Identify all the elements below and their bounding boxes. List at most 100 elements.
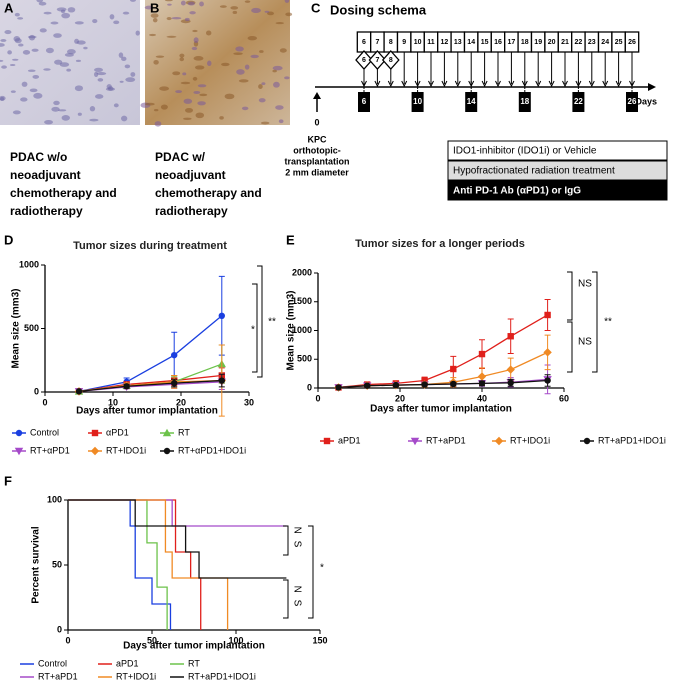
cell [43, 68, 51, 71]
marker [14, 447, 24, 456]
significance-label: ** [604, 317, 612, 328]
legend-label: RT+aPD1 [426, 435, 466, 445]
cell [152, 18, 158, 23]
cell [258, 98, 266, 103]
cell [89, 118, 99, 122]
cell [31, 48, 39, 52]
cell [221, 62, 230, 67]
cell [149, 33, 157, 37]
cell [124, 64, 131, 69]
cell [233, 52, 243, 56]
cell [244, 64, 250, 70]
marker [477, 372, 487, 381]
cell [261, 82, 266, 86]
legend-label: aPD1 [338, 435, 361, 445]
cell [179, 53, 185, 58]
caption-line: PDAC w/o [10, 150, 67, 164]
x-tick-label: 0 [315, 393, 320, 403]
legend-label: RT+IDO1i [116, 671, 156, 681]
arrow-head [602, 80, 609, 88]
cell [17, 17, 24, 20]
cell [13, 36, 21, 42]
significance-label: NS [578, 337, 592, 348]
histology-image-b [145, 0, 290, 125]
cell [267, 11, 275, 16]
cell [1, 65, 7, 69]
cell [184, 17, 190, 22]
radiation-box [518, 92, 531, 112]
cell [12, 58, 19, 61]
cell [278, 119, 284, 124]
panel-letter: F [4, 473, 12, 488]
arrow-head [401, 80, 408, 88]
cell [164, 0, 173, 2]
legend-label: RT+αPD1 [30, 445, 70, 455]
cell [56, 7, 67, 12]
marker [421, 381, 428, 388]
cell [50, 21, 59, 25]
y-tick-label: 0 [57, 624, 62, 634]
schema-legend: Hypofractionated radiation treatment [453, 166, 615, 177]
marker [75, 388, 83, 395]
legend-label: RT+IDO1i [106, 445, 146, 455]
cell [155, 55, 165, 58]
y-tick-label: 50 [52, 559, 62, 569]
cell [32, 74, 40, 79]
survival-curve [68, 499, 229, 630]
cell [118, 52, 124, 58]
radiation-box [465, 92, 478, 112]
cell [272, 69, 277, 73]
arrow-head [615, 80, 622, 88]
arrow-head [562, 80, 568, 88]
radiation-day: 22 [574, 97, 583, 106]
marker [123, 383, 130, 390]
cell [4, 30, 12, 35]
cell [144, 5, 154, 10]
legend-label: RT+aPD1 [38, 671, 78, 681]
marker [171, 379, 178, 387]
cell [194, 65, 205, 70]
cell [284, 0, 290, 3]
marker [163, 447, 171, 455]
legend-label: aPD1 [116, 658, 139, 668]
marker [364, 382, 371, 389]
panel-letter: D [4, 232, 13, 247]
cell [197, 101, 206, 106]
cell [219, 116, 224, 120]
series-line [78, 315, 223, 393]
marker [478, 380, 486, 387]
cell [121, 115, 128, 122]
x-tick-label: 10 [108, 397, 118, 407]
y-axis-label: Mean size (mm3) [286, 290, 297, 370]
cell [45, 47, 54, 54]
cell [199, 1, 204, 7]
significance-bracket [283, 579, 289, 619]
cell [207, 60, 212, 67]
y-tick-label: 0 [307, 382, 312, 392]
cell [193, 56, 204, 61]
transplant-note: KPC [307, 134, 327, 144]
significance-label: ** [268, 317, 276, 328]
significance-label: * [320, 563, 324, 574]
significance-label: * [251, 325, 255, 336]
dose-day: 10 [414, 39, 422, 46]
dose-day: 14 [467, 39, 475, 46]
marker [583, 437, 591, 445]
significance-bracket [257, 265, 263, 378]
cell [36, 0, 44, 3]
transplant-note: transplantation [284, 156, 349, 166]
cell [199, 93, 208, 97]
legend-label: RT [178, 427, 190, 437]
cell [105, 87, 116, 91]
cell [180, 0, 186, 6]
cell [94, 94, 104, 99]
cell [247, 35, 258, 41]
cell [230, 6, 239, 10]
cell [154, 121, 162, 127]
schema-legend: IDO1-inhibitor (IDO1i) or Vehicle [453, 146, 597, 157]
cell [275, 22, 285, 25]
cell [27, 69, 36, 72]
significance-bracket [567, 271, 573, 321]
